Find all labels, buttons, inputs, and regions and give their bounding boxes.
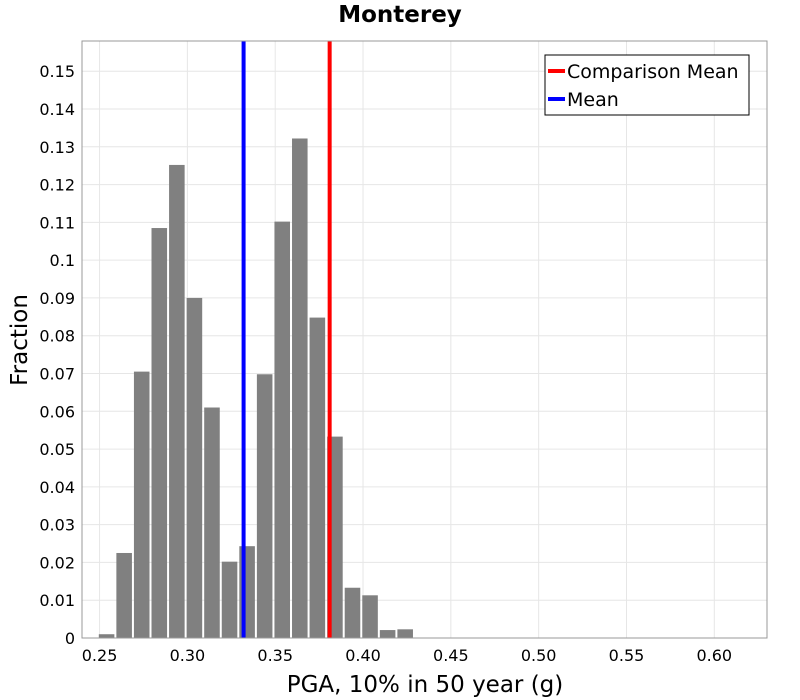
legend-label: Comparison Mean bbox=[567, 61, 739, 83]
histogram-bar bbox=[292, 138, 308, 639]
y-tick-label: 0.03 bbox=[39, 516, 75, 535]
histogram-bar bbox=[221, 561, 238, 638]
histogram-bar bbox=[256, 374, 273, 638]
y-tick-label: 0.08 bbox=[39, 327, 75, 346]
histogram-bar bbox=[397, 629, 413, 638]
y-tick-label: 0.14 bbox=[39, 100, 75, 119]
histogram-bar bbox=[116, 552, 132, 638]
x-tick-label: 0.60 bbox=[696, 646, 732, 665]
y-tick-label: 0.09 bbox=[39, 289, 75, 308]
y-axis-ticks: 0 0.01 0.02 0.03 0.04 0.05 0.06 0.07 0.08 0.09 0.1… bbox=[39, 62, 75, 648]
x-tick-label: 0.50 bbox=[521, 646, 557, 665]
x-tick-label: 0.30 bbox=[170, 646, 206, 665]
histogram-bar bbox=[204, 407, 220, 638]
chart-title: Monterey bbox=[338, 2, 462, 28]
y-tick-label: 0.12 bbox=[39, 176, 75, 195]
legend-box bbox=[544, 54, 750, 116]
legend-label: Mean bbox=[567, 89, 619, 111]
histogram-bar bbox=[344, 587, 361, 638]
x-tick-label: 0.45 bbox=[433, 646, 469, 665]
x-tick-label: 0.25 bbox=[82, 646, 118, 665]
y-tick-label: 0.1 bbox=[50, 251, 75, 270]
histogram-bar bbox=[133, 371, 150, 638]
x-tick-label: 0.55 bbox=[609, 646, 645, 665]
histogram-bar bbox=[362, 595, 378, 638]
x-axis-ticks: 0.25 0.30 0.35 0.40 0.45 0.50 0.55 0.60 bbox=[82, 646, 732, 665]
y-tick-label: 0.13 bbox=[39, 138, 75, 157]
histogram-bar bbox=[379, 630, 396, 638]
histogram-bar bbox=[186, 297, 203, 638]
y-axis-label: Fraction bbox=[7, 294, 33, 386]
grid bbox=[82, 41, 767, 639]
y-tick-label: 0.01 bbox=[39, 591, 75, 610]
reference-lines bbox=[241, 41, 332, 638]
y-tick-label: 0.06 bbox=[39, 402, 75, 421]
y-tick-label: 0 bbox=[65, 629, 75, 648]
bars bbox=[98, 138, 413, 639]
histogram-bar bbox=[309, 317, 326, 638]
y-tick-label: 0.11 bbox=[39, 213, 75, 232]
histogram-bar bbox=[151, 228, 168, 639]
y-tick-label: 0.05 bbox=[39, 440, 75, 459]
x-axis-label: PGA, 10% in 50 year (g) bbox=[287, 672, 564, 698]
histogram-bar bbox=[98, 634, 115, 638]
y-tick-label: 0.07 bbox=[39, 365, 75, 384]
histogram-bar bbox=[169, 164, 185, 638]
legend: Comparison Mean Mean bbox=[544, 54, 750, 116]
y-tick-label: 0.02 bbox=[39, 553, 75, 572]
x-tick-label: 0.40 bbox=[345, 646, 381, 665]
x-tick-label: 0.35 bbox=[257, 646, 293, 665]
y-tick-label: 0.04 bbox=[39, 478, 75, 497]
plot-frame bbox=[81, 40, 768, 639]
y-tick-label: 0.15 bbox=[39, 62, 75, 81]
histogram-bar bbox=[274, 221, 291, 638]
